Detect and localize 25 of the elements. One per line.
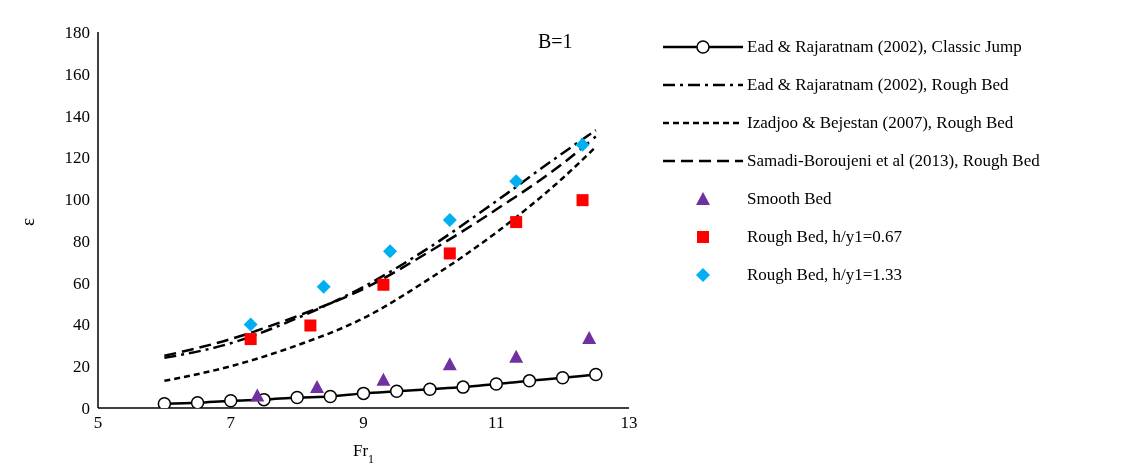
y-tick-label: 100 (64, 190, 90, 210)
legend-label: Ead & Rajaratnam (2002), Rough Bed (747, 75, 1009, 95)
y-tick-label: 40 (73, 315, 90, 335)
x-tick-label: 7 (226, 413, 236, 433)
x-axis-title: Fr$_{1}$ (352, 441, 375, 466)
legend-label: Smooth Bed (747, 189, 832, 209)
x-tick-label: 11 (488, 413, 505, 433)
legend-label: Rough Bed, h/y1=1.33 (747, 265, 903, 285)
y-tick-label: 140 (64, 106, 90, 126)
x-tick-label: 5 (93, 413, 103, 433)
y-tick-label: 60 (73, 273, 90, 293)
y-axis-title: ε (17, 217, 39, 226)
y-tick-label: 120 (64, 148, 90, 168)
y-tick-label: 20 (73, 357, 90, 377)
y-tick-label: 160 (64, 64, 90, 84)
legend-label: Ead & Rajaratnam (2002), Classic Jump (747, 37, 1022, 57)
legend-label: Izadjoo & Bejestan (2007), Rough Bed (747, 113, 1014, 133)
annotation: B=1 (538, 30, 573, 53)
x-tick-label: 13 (620, 413, 638, 433)
x-tick-label: 9 (359, 413, 368, 433)
legend-label: Rough Bed, h/y1=0.67 (747, 227, 903, 247)
legend-label: Samadi-Boroujeni et al (2013), Rough Bed (747, 151, 1040, 171)
y-tick-label: 80 (73, 231, 90, 251)
y-tick-label: 0 (81, 399, 90, 419)
y-tick-label: 180 (64, 23, 90, 43)
